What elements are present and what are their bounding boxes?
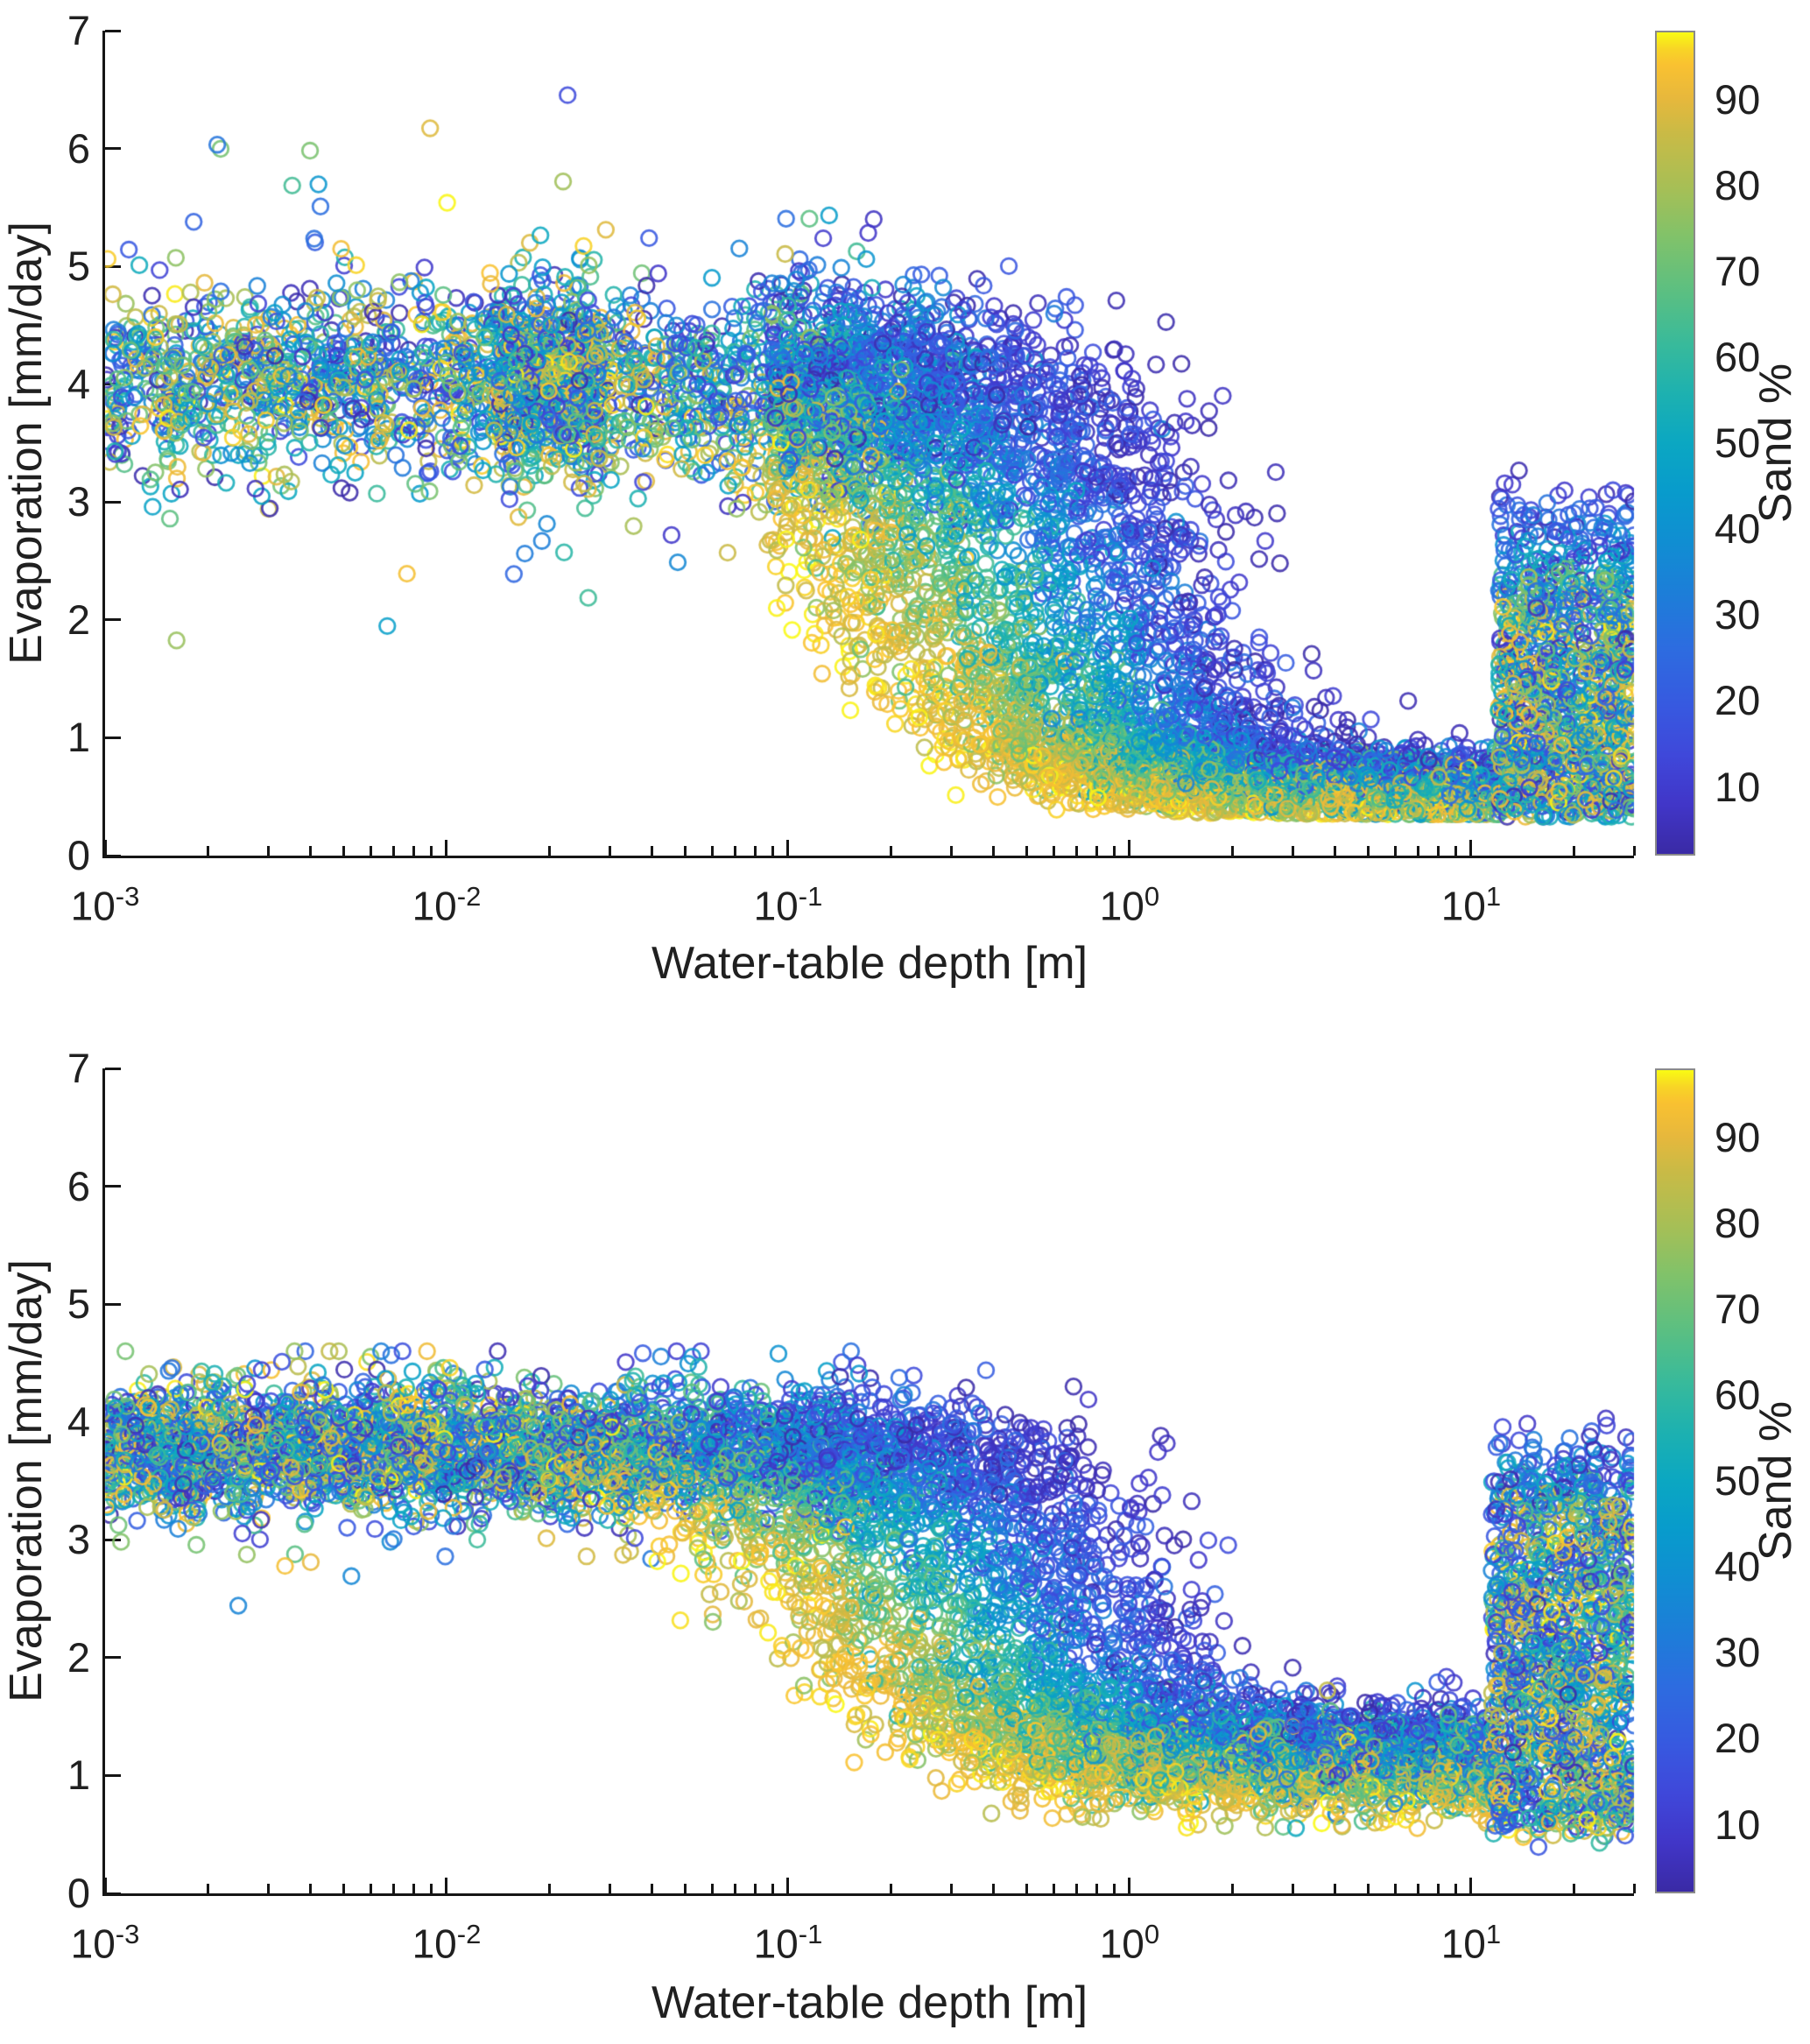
x-minor-tick [734,1884,737,1893]
x-minor-tick [1334,1884,1337,1893]
y-major-tick [105,1067,121,1070]
x-tick-label: 100 [1099,1919,1160,1967]
x-minor-tick [1454,1884,1457,1893]
x-minor-tick [547,1884,551,1893]
x-minor-tick [1632,1884,1636,1893]
x-minor-tick [1367,1884,1370,1893]
x-minor-tick [1291,1884,1294,1893]
x-minor-tick [309,1884,313,1893]
y-major-tick [105,1538,121,1541]
x-minor-tick [753,1884,757,1893]
x-minor-tick [949,1884,953,1893]
x-tick-label: 10-2 [412,1919,482,1967]
x-minor-tick [1572,1884,1575,1893]
x-minor-tick [1075,1884,1079,1893]
y-major-tick [105,1656,121,1660]
y-major-tick [105,1185,121,1188]
x-major-tick [1469,1878,1473,1893]
colorbar-tick-label: 30 [1715,1629,1761,1676]
y-tick-label: 0 [67,1870,90,1916]
x-tick-exponent: 0 [1144,1919,1160,1949]
x-tick-label: 10-3 [70,1919,140,1967]
colorbar-gradient [1655,1068,1695,1893]
x-minor-tick [369,1884,372,1893]
x-minor-tick [1095,1884,1098,1893]
x-axis-label: Water-table depth [m] [651,1977,1088,2028]
y-axis-spine [102,1068,105,1896]
y-tick-label: 7 [67,1045,90,1091]
x-major-tick [445,1878,448,1893]
y-major-tick [105,1773,121,1777]
x-minor-tick [392,1884,396,1893]
x-minor-tick [651,1884,654,1893]
x-minor-tick [1436,1884,1440,1893]
y-tick-label: 1 [67,1751,90,1799]
x-minor-tick [684,1884,687,1893]
x-minor-tick [889,1884,892,1893]
x-axis-spine [102,1893,1634,1896]
y-axis-label: Evaporation [mm/day] [1,1259,52,1702]
x-minor-tick [1393,1884,1397,1893]
x-minor-tick [992,1884,996,1893]
x-minor-tick [342,1884,346,1893]
x-major-tick [786,1878,790,1893]
x-minor-tick [429,1884,433,1893]
x-tick-label: 10-1 [753,1919,823,1967]
x-tick-label: 101 [1440,1919,1502,1967]
x-minor-tick [608,1884,611,1893]
x-minor-tick [710,1884,714,1893]
x-major-tick [1128,1878,1131,1893]
x-tick-exponent: -1 [798,1919,823,1949]
colorbar-tick-label: 20 [1715,1715,1761,1762]
colorbar-tick-label: 70 [1715,1285,1761,1332]
x-minor-tick [266,1884,270,1893]
colorbar-tick-label: 80 [1715,1199,1761,1246]
y-tick-label: 6 [67,1162,90,1209]
colorbar-label: Sand % [1750,1400,1801,1561]
x-tick-exponent: 1 [1485,1919,1502,1949]
x-minor-tick [771,1884,774,1893]
x-minor-tick [1052,1884,1055,1893]
x-minor-tick [1025,1884,1029,1893]
x-minor-tick [412,1884,415,1893]
x-minor-tick [1417,1884,1420,1893]
colorbar-tick-label: 90 [1715,1113,1761,1160]
x-minor-tick [206,1884,209,1893]
x-minor-tick [1112,1884,1116,1893]
x-minor-tick [1230,1884,1234,1893]
y-major-tick [105,1302,121,1306]
colorbar-tick-label: 10 [1715,1801,1761,1848]
x-tick-exponent: -2 [456,1919,482,1949]
x-tick-exponent: -3 [115,1919,140,1949]
y-major-tick [105,1420,121,1424]
